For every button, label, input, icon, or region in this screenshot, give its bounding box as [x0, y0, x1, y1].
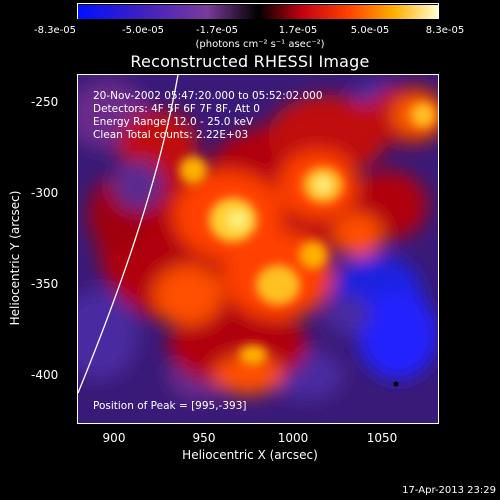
x-tick-label: 950	[192, 431, 216, 445]
colorbar	[77, 3, 439, 19]
info-time-range: 20-Nov-2002 05:47:20.000 to 05:52:02.000	[93, 90, 323, 102]
colorbar-tick: -5.0e-05	[122, 25, 164, 36]
info-detectors: Detectors: 4F 5F 6F 7F 8F, Att 0	[93, 103, 260, 115]
y-tick-label: -300	[31, 186, 59, 200]
peak-marker	[393, 381, 399, 387]
x-axis-label: Heliocentric X (arcsec)	[182, 448, 318, 462]
image-title: Reconstructed RHESSI Image	[130, 52, 370, 71]
y-axis-label: Heliocentric Y (arcsec)	[8, 190, 22, 326]
y-tick-label: -250	[31, 95, 59, 109]
solar-limb-curve	[78, 75, 179, 394]
y-tick-label: -400	[31, 368, 59, 382]
timestamp: 17-Apr-2013 23:29	[402, 485, 496, 496]
info-energy-range: Energy Range: 12.0 - 25.0 keV	[93, 116, 254, 128]
colorbar-tick: 1.7e-05	[278, 25, 318, 36]
x-tick-label: 1050	[366, 431, 398, 445]
hot-spots	[179, 103, 435, 365]
colorbar-units: (photons cm⁻² s⁻¹ asec⁻²)	[195, 39, 325, 50]
x-tick-label: 900	[102, 431, 126, 445]
x-tick-label: 1000	[277, 431, 309, 445]
y-tick-label: -350	[31, 277, 59, 291]
image-map	[78, 75, 438, 423]
rhessi-image: 20-Nov-2002 05:47:20.000 to 05:52:02.000…	[77, 74, 439, 424]
colorbar-tick: 8.3e-05	[425, 25, 465, 36]
colorbar-tick: -1.7e-05	[196, 25, 238, 36]
info-total-counts: Clean Total counts: 2.22E+03	[93, 129, 249, 141]
colorbar-tick: -8.3e-05	[34, 25, 76, 36]
colorbar-gradient	[78, 5, 438, 19]
info-peak-position: Position of Peak = [995,-393]	[93, 400, 247, 412]
colorbar-tick: 5.0e-05	[350, 25, 390, 36]
